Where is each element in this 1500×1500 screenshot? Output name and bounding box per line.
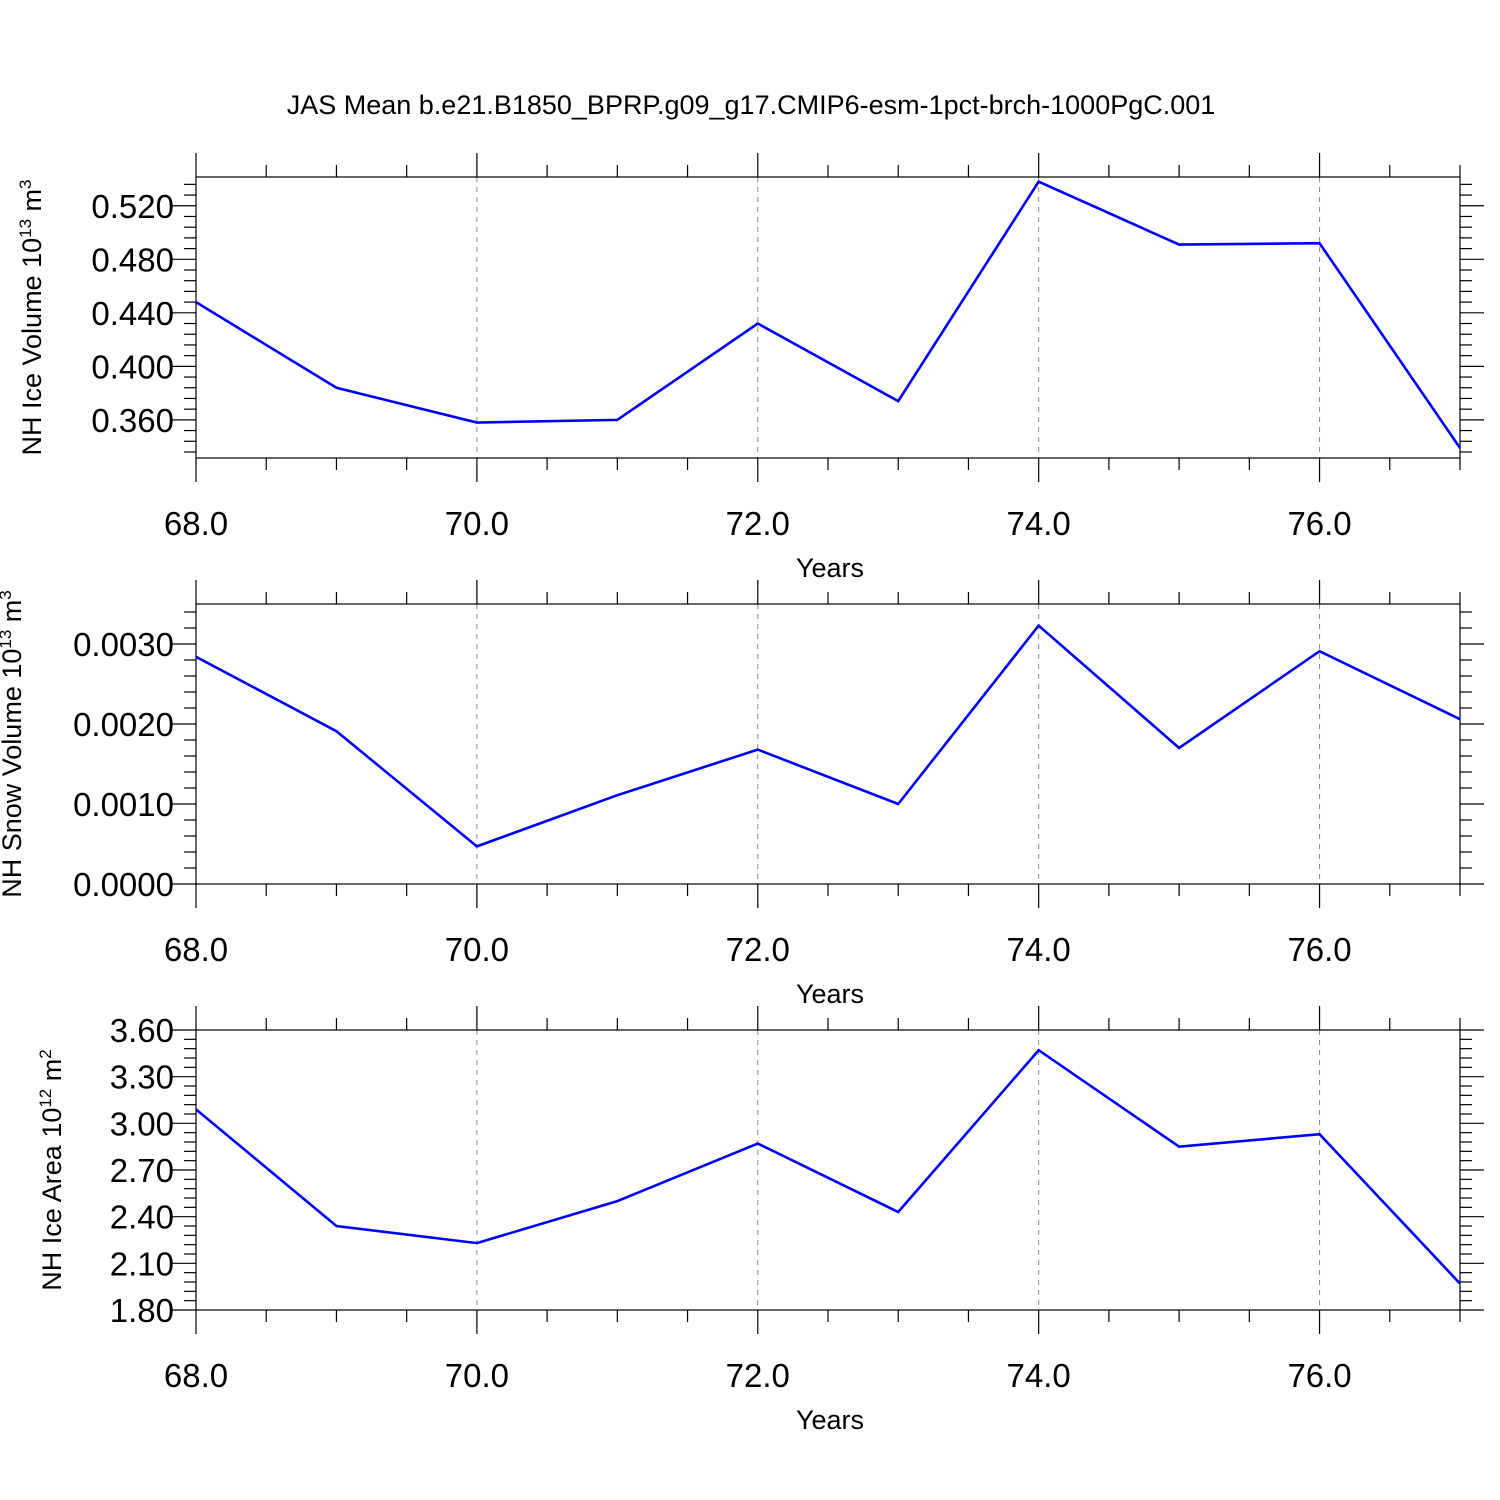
y-tick-label: 2.10 — [110, 1245, 174, 1282]
y-tick-label: 0.0010 — [73, 786, 174, 823]
y-tick-label: 0.360 — [91, 402, 174, 439]
plot-frame — [195, 176, 1461, 459]
chart-panel-3: 68.0 70.0 72.0 74.0 76.0 1.80 2.10 2.40 2.70 3.00… — [36, 1006, 1484, 1435]
x-tick-label: 70.0 — [445, 931, 509, 968]
y-tick-label: 0.520 — [91, 188, 174, 225]
x-tick-label: 76.0 — [1287, 505, 1351, 542]
x-tick-label: 72.0 — [726, 505, 790, 542]
y-tick-label: 3.00 — [110, 1105, 174, 1142]
x-tick-label: 72.0 — [726, 931, 790, 968]
x-tick-label: 68.0 — [164, 931, 228, 968]
y-axis-title-superscript: 3 — [16, 180, 35, 189]
y-tick-label: 2.70 — [110, 1152, 174, 1189]
x-tick-label: 70.0 — [445, 1357, 509, 1394]
x-tick-label: 70.0 — [445, 505, 509, 542]
y-axis-title-superscript: 12 — [36, 1089, 55, 1108]
series-line-1 — [195, 623, 1461, 848]
y-axis-title-text: m — [37, 1059, 67, 1089]
chart-panel-2: 68.0 70.0 72.0 74.0 76.0 0.0000 0.0010 0.0020 0.… — [0, 580, 1484, 1009]
y-axis-title-text: NH Ice Volume 10 — [17, 238, 47, 456]
y-axis-title-superscript: 2 — [36, 1049, 55, 1058]
panels: 68.0 70.0 72.0 74.0 76.0 0.360 0.400 0.440 0.480… — [0, 153, 1484, 1435]
y-axis-title: NH Snow Volume 1013 m3 — [0, 590, 27, 898]
y-tick-label: 0.480 — [91, 241, 174, 278]
plot-frame — [195, 603, 1461, 885]
y-axis-title-superscript: 13 — [16, 219, 35, 238]
x-tick-label: 74.0 — [1007, 505, 1071, 542]
y-axis-title-text: m — [17, 189, 47, 219]
x-axis-title: Years — [796, 979, 864, 1009]
y-axis-title-text: NH Ice Area 10 — [37, 1108, 67, 1291]
x-tick-label: 72.0 — [726, 1357, 790, 1394]
x-tick-label: 68.0 — [164, 1357, 228, 1394]
y-tick-label: 2.40 — [110, 1199, 174, 1236]
figure-title: JAS Mean b.e21.B1850_BPRP.g09_g17.CMIP6-… — [287, 90, 1216, 120]
x-tick-label: 76.0 — [1287, 1357, 1351, 1394]
y-tick-label: 0.0000 — [73, 866, 174, 903]
series-line-1 — [195, 1048, 1461, 1285]
y-axis-title: NH Ice Volume 1013 m3 — [16, 180, 47, 456]
y-tick-label: 0.400 — [91, 348, 174, 385]
y-tick-label: 3.60 — [110, 1012, 174, 1049]
x-axis-title: Years — [796, 1405, 864, 1435]
x-tick-label: 68.0 — [164, 505, 228, 542]
y-tick-label: 1.80 — [110, 1292, 174, 1329]
y-axis-title-superscript: 13 — [0, 630, 15, 649]
plot-frame — [195, 1029, 1461, 1311]
x-axis-title: Years — [796, 553, 864, 583]
y-axis-title: NH Ice Area 1012 m2 — [36, 1049, 67, 1290]
y-tick-label: 0.440 — [91, 295, 174, 332]
y-tick-label: 0.0020 — [73, 706, 174, 743]
x-tick-label: 74.0 — [1007, 931, 1071, 968]
y-tick-label: 0.0030 — [73, 626, 174, 663]
y-axis-title-text: m — [0, 600, 27, 630]
y-tick-label: 3.30 — [110, 1059, 174, 1096]
chart-panel-1: 68.0 70.0 72.0 74.0 76.0 0.360 0.400 0.440 0.480… — [16, 153, 1484, 583]
x-tick-label: 74.0 — [1007, 1357, 1071, 1394]
y-axis-title-superscript: 3 — [0, 590, 15, 599]
x-tick-label: 76.0 — [1287, 931, 1351, 968]
y-axis-title-text: NH Snow Volume 10 — [0, 649, 27, 898]
series-line-1 — [195, 180, 1462, 449]
